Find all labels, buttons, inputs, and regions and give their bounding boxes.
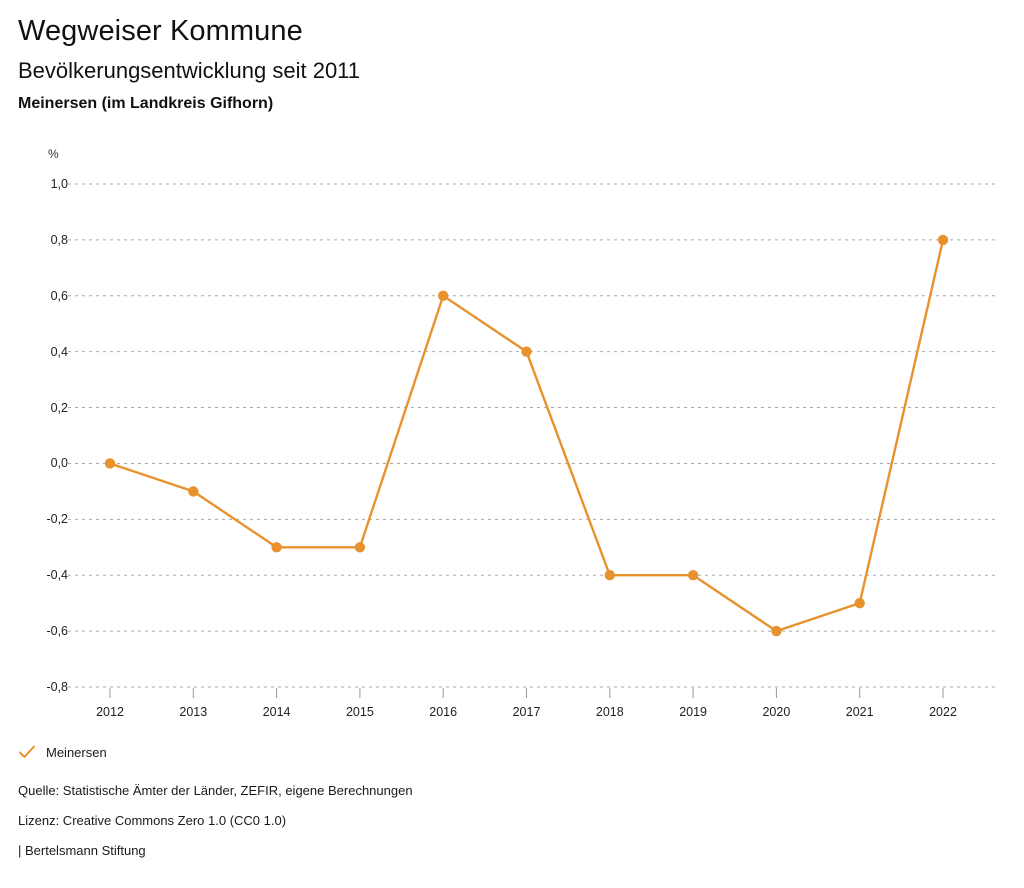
data-point[interactable] xyxy=(188,486,199,497)
x-axis-tick-label: 2021 xyxy=(845,705,874,719)
y-axis-tick-label: 0,6 xyxy=(50,288,68,303)
y-axis-tick-label: 0,8 xyxy=(50,232,68,247)
data-point[interactable] xyxy=(521,346,532,357)
page-title: Wegweiser Kommune xyxy=(18,15,303,47)
y-axis-unit-label: % xyxy=(48,147,59,161)
data-point[interactable] xyxy=(687,570,699,581)
series-line xyxy=(108,238,945,633)
y-axis-tick-label: 0,4 xyxy=(50,344,68,359)
data-point[interactable] xyxy=(854,597,865,609)
data-point[interactable] xyxy=(438,290,449,301)
y-axis-tick-label: -0,4 xyxy=(46,568,68,583)
y-axis-tick-label: 0,2 xyxy=(50,400,68,415)
y-axis-tick-label: -0,6 xyxy=(46,624,68,639)
footer-source: Quelle: Statistische Ämter der Länder, Z… xyxy=(18,783,413,798)
header: Wegweiser Kommune Bevölkerungsentwicklun… xyxy=(18,15,998,114)
x-axis-tick-label: 2013 xyxy=(179,705,208,719)
footer: Quelle: Statistische Ämter der Länder, Z… xyxy=(18,784,978,857)
x-axis-tick-label: 2018 xyxy=(595,705,624,719)
data-point[interactable] xyxy=(354,542,366,553)
line-chart: % 1,0 0,8 0,6 0,4 0,2 0,0 -0,2 -0,4 -0,6 -0,8 201… xyxy=(0,0,995,740)
chart-plot-svg xyxy=(68,183,995,698)
x-axis-tick-label: 2019 xyxy=(679,705,707,719)
x-axis-tick-label: 2020 xyxy=(762,705,791,719)
x-axis-tick-label: 2017 xyxy=(512,705,541,719)
y-axis-tick-label: 1,0 xyxy=(50,177,68,191)
page-subtitle: Bevölkerungsentwicklung seit 2011 xyxy=(18,57,361,83)
data-point[interactable] xyxy=(937,234,949,246)
data-point[interactable] xyxy=(104,458,116,469)
footer-publisher: | Bertelsmann Stiftung xyxy=(18,843,146,858)
y-axis-tick-label: -0,2 xyxy=(46,512,68,527)
y-axis-tick-labels: 1,0 0,8 0,6 0,4 0,2 0,0 -0,2 -0,4 -0,6 -0,8 xyxy=(0,0,68,740)
data-point[interactable] xyxy=(604,570,615,581)
x-axis-tick-label: 2022 xyxy=(929,705,957,719)
x-axis-tick-label: 2012 xyxy=(96,705,124,719)
x-axis-tick-label: 2015 xyxy=(345,705,374,719)
y-axis-tick-label: -0,8 xyxy=(46,680,68,694)
x-axis-tick-label: 2016 xyxy=(429,705,458,719)
x-axis-tick-label: 2014 xyxy=(262,705,291,719)
footer-license: Lizenz: Creative Commons Zero 1.0 (CC0 1… xyxy=(18,813,287,828)
y-axis-tick-label: 0,0 xyxy=(50,456,68,471)
chart-legend[interactable]: Meinersen xyxy=(18,744,107,760)
data-point[interactable] xyxy=(271,542,282,553)
check-icon xyxy=(18,744,36,760)
legend-item-label: Meinersen xyxy=(46,744,107,760)
region-label: Meinersen (im Landkreis Gifhorn) xyxy=(18,95,274,113)
data-point[interactable] xyxy=(771,625,782,637)
